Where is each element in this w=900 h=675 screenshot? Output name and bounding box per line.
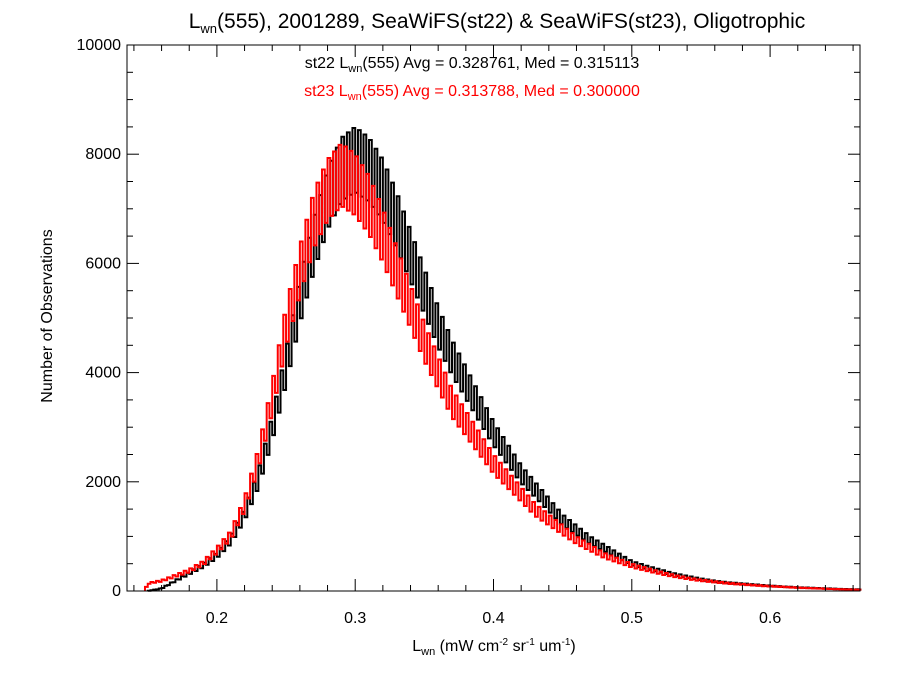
x-axis-label-sup-c: -1 [561, 637, 570, 648]
x-tick-label: 0.4 [482, 610, 504, 627]
x-axis-label: Lwn (mW cm-2 sr-1 um-1) [412, 637, 575, 658]
plot-marks [143, 126, 862, 592]
x-tick-label: 0.6 [759, 610, 781, 627]
annotation-st23: st23 Lwn(555) Avg = 0.313788, Med = 0.30… [304, 83, 640, 103]
y-tick-label: 4000 [85, 365, 121, 382]
x-axis-label-units-a: (mW cm [435, 638, 499, 655]
series-line-0 [146, 126, 862, 592]
annotation-st23-pre: st23 L [304, 83, 348, 100]
y-axis-label: Number of Observations [39, 229, 56, 402]
x-axis-label-sub: wn [420, 646, 435, 658]
axis-ticks: 0.2 0.3 0.4 0.5 0.6 0 2000 4000 6000 8000 10000 [77, 37, 860, 627]
x-tick-label: 0.3 [344, 610, 366, 627]
x-axis-label-sup-b: -1 [526, 637, 535, 648]
chart-title-subscript: wn [199, 21, 217, 36]
x-tick-label: 0.2 [206, 610, 228, 627]
annotation-st22-sub: wn [347, 63, 362, 75]
series-line-1 [143, 143, 862, 591]
y-tick-label: 0 [112, 583, 121, 600]
chart-title-rest: (555), 2001289, SeaWiFS(st22) & SeaWiFS(… [217, 10, 805, 33]
x-tick-label: 0.5 [621, 610, 643, 627]
x-axis-label-units-b: sr [508, 638, 526, 655]
annotation-st22: st22 Lwn(555) Avg = 0.328761, Med = 0.31… [305, 55, 640, 75]
x-axis-label-units-d: ) [570, 638, 575, 655]
y-tick-label: 6000 [85, 255, 121, 272]
plot-frame [126, 44, 861, 592]
chart-title-prefix: L [189, 10, 201, 33]
annotation-st23-sub: wn [347, 91, 362, 103]
y-tick-label: 8000 [85, 146, 121, 163]
annotation-st23-post: (555) Avg = 0.313788, Med = 0.300000 [362, 83, 640, 100]
y-tick-label: 2000 [85, 474, 121, 491]
x-axis-label-prefix: L [412, 638, 421, 655]
chart-title: Lwn(555), 2001289, SeaWiFS(st22) & SeaWi… [189, 10, 806, 36]
x-axis-label-units-c: um [535, 638, 562, 655]
annotation-st22-post: (555) Avg = 0.328761, Med = 0.315113 [362, 55, 639, 72]
annotation-st22-pre: st22 L [305, 55, 349, 72]
x-axis-label-sup-a: -2 [499, 637, 508, 648]
y-tick-label: 10000 [77, 37, 122, 54]
